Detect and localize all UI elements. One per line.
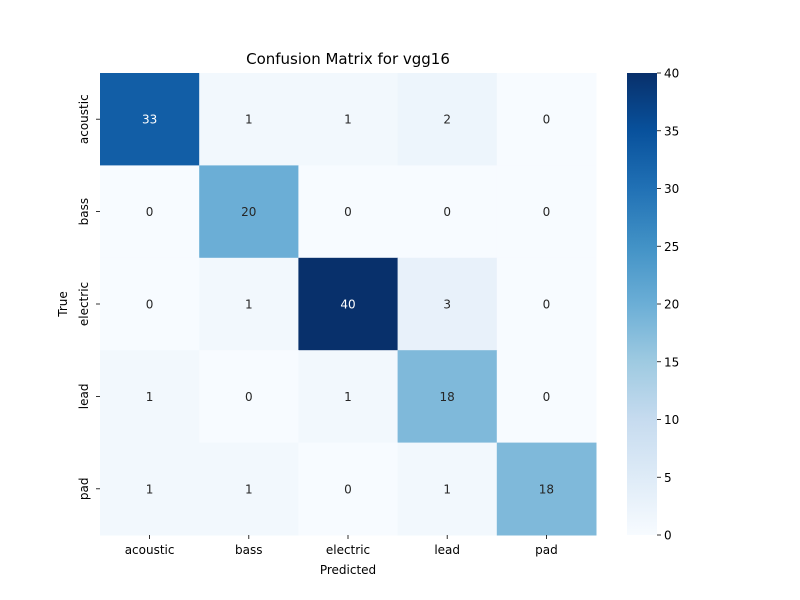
cell-value-label: 1 [443,482,451,496]
heatmap-cell [397,350,498,444]
x-tick-label: bass [235,543,262,557]
heatmap-cell [298,165,399,259]
colorbar [627,73,657,535]
heatmap-cell [496,165,597,259]
cell-value-label: 1 [245,113,253,127]
cell-value-label: 3 [443,298,451,312]
y-tick-label: pad [77,478,91,501]
y-tick-label: lead [77,384,91,410]
colorbar-tick-label: 40 [664,67,679,81]
colorbar-axis: 0 5 10 15 20 25 30 35 40 [657,67,679,543]
cell-value-label: 2 [443,113,451,127]
cell-value-label: 0 [146,298,154,312]
cell-value-label: 33 [142,113,157,127]
colorbar-tick-label: 20 [664,298,679,312]
heatmap-cell [199,442,299,536]
cell-value-label: 0 [344,482,352,496]
x-axis: acoustic bass electric lead pad [125,535,558,557]
cell-value-label: 1 [344,390,352,404]
heatmap-cell [496,73,597,166]
cell-value-label: 18 [539,482,554,496]
heatmap-cell [298,73,399,166]
y-axis-label: True [56,291,70,318]
heatmap-cell [100,165,200,259]
cell-value-label: 0 [543,205,551,219]
colorbar-tick-label: 25 [664,240,679,254]
cell-value-label: 0 [543,113,551,127]
heatmap-cell [100,350,200,444]
colorbar-tick-label: 0 [664,529,672,543]
x-tick-label: electric [326,543,370,557]
heatmap-cell [496,257,597,351]
x-tick-label: lead [434,543,460,557]
y-tick-label: acoustic [77,94,91,144]
cell-value-label: 1 [245,482,253,496]
cell-value-label: 20 [241,205,256,219]
colorbar-tick-label: 15 [664,355,679,369]
cell-value-label: 0 [443,205,451,219]
x-tick-label: pad [535,543,558,557]
cell-value-label: 0 [543,390,551,404]
cell-value-label: 40 [340,298,355,312]
cell-value-label: 1 [344,113,352,127]
cell-value-label: 0 [146,205,154,219]
cell-value-label: 1 [146,482,154,496]
heatmap-cell [100,73,200,166]
colorbar-tick-label: 10 [664,413,679,427]
heatmap-cell [199,73,299,166]
cell-value-label: 0 [344,205,352,219]
cell-value-label: 1 [146,390,154,404]
heatmap-cell [397,257,498,351]
heatmap-cell [199,350,299,444]
cell-value-label: 0 [245,390,253,404]
heatmap-cell [298,257,399,351]
heatmap-cell [100,257,200,351]
x-axis-label: Predicted [320,563,376,577]
heatmap-cell [397,165,498,259]
heatmap-cell [298,442,399,536]
colorbar-tick-label: 35 [664,124,679,138]
y-axis: acoustic bass electric lead pad [77,94,100,500]
heatmap-cell [199,257,299,351]
heatmap-cell [199,165,299,259]
heatmap-cell [298,350,399,444]
cell-value-label: 0 [543,298,551,312]
heatmap-grid: 33 1 1 2 00 20 0 0 00 1 40 3 01 0 1 18 01 1 0 1 18 [100,73,597,536]
y-tick-label: electric [77,282,91,326]
heatmap-cell [496,442,597,536]
colorbar-tick-label: 5 [664,471,672,485]
x-tick-label: acoustic [125,543,175,557]
chart-title: Confusion Matrix for vgg16 [246,50,450,68]
heatmap-cell [496,350,597,444]
heatmap-cell [397,442,498,536]
y-tick-label: bass [77,198,91,225]
colorbar-tick-label: 30 [664,182,679,196]
heatmap-cell [100,442,200,536]
cell-value-label: 18 [440,390,455,404]
cell-value-label: 1 [245,298,253,312]
heatmap-cell [397,73,498,166]
